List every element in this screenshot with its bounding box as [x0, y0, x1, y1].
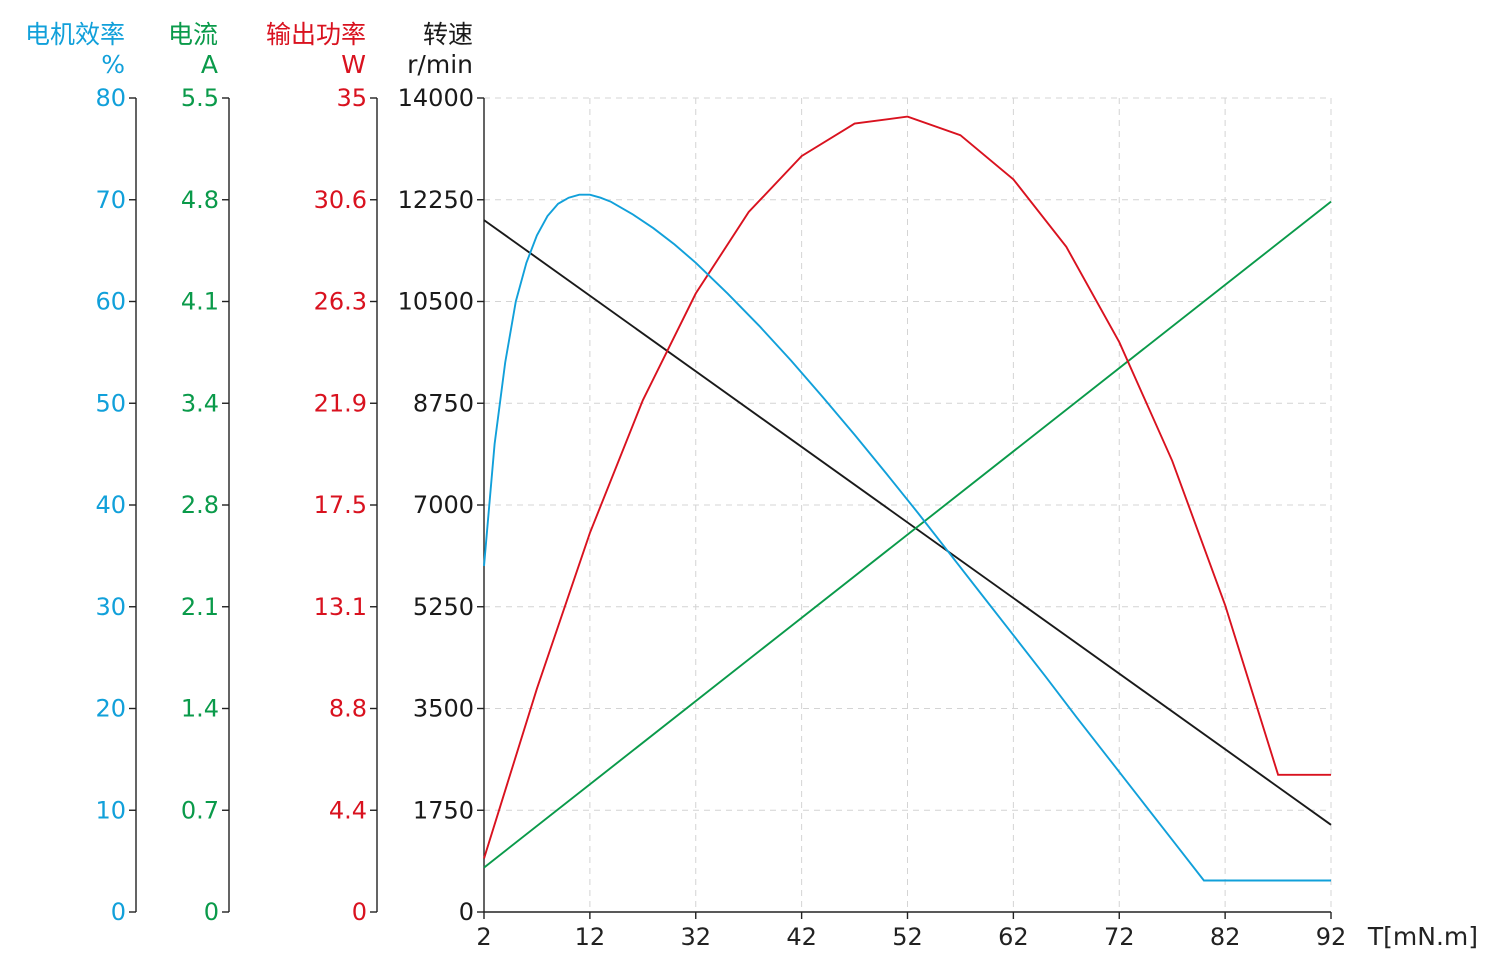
x-tick-label: 2: [476, 923, 491, 951]
power-tick-label: 13.1: [314, 593, 367, 621]
current-tick-label: 5.5: [181, 84, 219, 112]
efficiency-tick-label: 30: [95, 593, 126, 621]
speed-curve: [483, 219, 1332, 826]
current-tick-label: 2.8: [181, 491, 219, 519]
efficiency-axis-unit: %: [101, 50, 125, 79]
current-tick-label: 2.1: [181, 593, 219, 621]
efficiency-tick-label: 80: [95, 84, 126, 112]
speed-tick-label: 14000: [398, 84, 474, 112]
speed-axis-unit: r/min: [407, 50, 473, 79]
efficiency-tick-label: 20: [95, 695, 126, 723]
speed-tick-label: 12250: [398, 186, 474, 214]
power-axis-title: 输出功率: [266, 20, 366, 49]
speed-tick-label: 10500: [398, 288, 474, 316]
current-axis-title: 电流: [168, 20, 218, 49]
current-tick-label: 4.1: [181, 288, 219, 316]
x-tick-label: 12: [575, 923, 606, 951]
series: [483, 115, 1332, 882]
power-tick-label: 35: [336, 84, 367, 112]
x-tick-label: 92: [1316, 923, 1347, 951]
power-tick-label: 4.4: [329, 796, 367, 824]
power-curve: [483, 115, 1331, 859]
efficiency-tick-label: 50: [95, 389, 126, 417]
x-tick-label: 32: [680, 923, 711, 951]
current-curve: [483, 200, 1332, 869]
current-tick-label: 4.8: [181, 186, 219, 214]
speed-tick-label: 8750: [413, 389, 474, 417]
x-tick-label: 62: [998, 923, 1029, 951]
power-tick-label: 8.8: [329, 695, 367, 723]
grid: [484, 97, 1332, 912]
x-tick-label: 72: [1104, 923, 1135, 951]
speed-tick-label: 7000: [413, 491, 474, 519]
power-tick-label: 30.6: [314, 186, 367, 214]
speed-tick-label: 5250: [413, 593, 474, 621]
power-axis-unit: W: [341, 50, 366, 79]
current-tick-label: 0: [204, 898, 219, 926]
efficiency-tick-label: 60: [95, 288, 126, 316]
current-tick-label: 1.4: [181, 695, 219, 723]
axis-labels: 2 12 32 42 52 62 72 82 92 T[mN.m] 0 10 20 30 40 50 60 70 8…: [25, 20, 1478, 951]
efficiency-tick-label: 70: [95, 186, 126, 214]
power-tick-label: 17.5: [314, 491, 367, 519]
x-tick-label: 82: [1210, 923, 1241, 951]
efficiency-tick-label: 10: [95, 796, 126, 824]
efficiency-tick-label: 0: [111, 898, 126, 926]
speed-tick-label: 0: [459, 898, 474, 926]
current-axis-unit: A: [201, 50, 218, 79]
speed-axis-title: 转速: [423, 20, 473, 49]
x-tick-label: 42: [786, 923, 817, 951]
efficiency-curve: [483, 193, 1331, 882]
power-tick-label: 0: [352, 898, 367, 926]
speed-tick-label: 3500: [413, 695, 474, 723]
x-tick-label: 52: [892, 923, 923, 951]
power-tick-label: 26.3: [314, 288, 367, 316]
axes: [129, 97, 1332, 919]
efficiency-axis-title: 电机效率: [25, 20, 125, 49]
power-tick-label: 21.9: [314, 389, 367, 417]
x-axis-title: T[mN.m]: [1367, 922, 1478, 951]
efficiency-tick-label: 40: [95, 491, 126, 519]
current-tick-label: 3.4: [181, 389, 219, 417]
speed-tick-label: 1750: [413, 796, 474, 824]
current-tick-label: 0.7: [181, 796, 219, 824]
